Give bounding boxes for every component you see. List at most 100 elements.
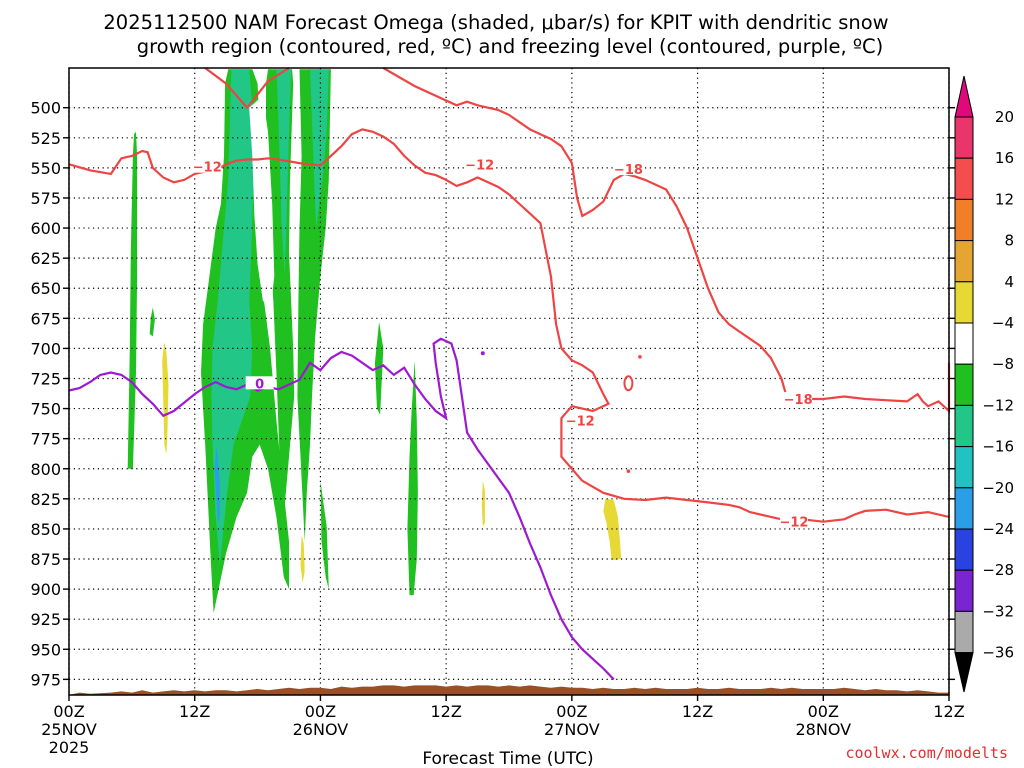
y-tick-label: 500: [30, 99, 61, 118]
y-tick-label: 875: [30, 550, 61, 569]
y-tick-label: 900: [30, 580, 61, 599]
y-tick-label: 675: [30, 309, 61, 328]
x-tick-label: 12Z: [430, 702, 461, 721]
colorbar-bottom-arrow: [954, 652, 974, 693]
y-tick-label: 550: [30, 159, 61, 178]
x-tick-year: 2025: [49, 738, 90, 757]
freezing-level-contour: [68, 337, 615, 681]
colorbar-swatch: [954, 569, 974, 612]
y-tick-label: 575: [30, 189, 61, 208]
contour-label-bg: [614, 162, 643, 176]
y-tick-label: 650: [30, 279, 61, 298]
colorbar-label: 4: [1004, 273, 1014, 291]
colorbar-swatch: [954, 322, 974, 365]
colorbar-swatch: [954, 240, 974, 283]
colorbar-label: −36: [982, 644, 1014, 662]
contour-label: −12: [779, 516, 808, 531]
colorbar-label: −4: [992, 314, 1014, 332]
colorbar-swatch: [954, 281, 974, 324]
y-tick-label: 950: [30, 640, 61, 659]
colorbar-top-arrow: [954, 75, 974, 118]
colorbar-label: 16: [995, 149, 1014, 167]
omega-region-blue: [214, 444, 220, 523]
colorbar-label: −28: [982, 561, 1014, 579]
omega-region-green: [149, 307, 155, 337]
omega-region-teal: [211, 69, 254, 565]
y-tick-label: 750: [30, 400, 61, 419]
colorbar-swatch: [954, 157, 974, 200]
y-tick-label: 600: [30, 219, 61, 238]
x-tick-label: 00Z: [305, 702, 336, 721]
x-axis-label: Forecast Time (UTC): [422, 749, 593, 768]
dgz-contour-minus18: [382, 67, 951, 414]
omega-region-yellow: [162, 342, 169, 455]
y-tick-label: 625: [30, 249, 61, 268]
omega-region-yellow: [481, 480, 485, 527]
x-tick-date: 27NOV: [544, 720, 600, 739]
omega-region-green: [407, 360, 418, 596]
dgz-dot: [626, 469, 631, 473]
y-axis-ticks: 500 525 550 575 600 625 650 675 700 725 750 775 800 8…: [30, 99, 955, 689]
contour-label: −12: [193, 161, 222, 176]
dgz-contour-upper-segment: [204, 67, 290, 110]
x-tick-label: 00Z: [808, 702, 839, 721]
contour-label-bg: [245, 376, 274, 390]
omega-shading: [127, 69, 622, 614]
colorbar-label: −8: [992, 355, 1014, 373]
x-tick-label: 00Z: [556, 702, 587, 721]
y-tick-label: 525: [30, 129, 61, 148]
x-tick-date: 26NOV: [293, 720, 349, 739]
y-tick-label: 725: [30, 369, 61, 388]
colorbar-label: 20: [995, 108, 1014, 126]
colorbar-swatch: [954, 404, 974, 448]
colorbar: 20 16 12 8 4 −4 −8 −12 −16 −20 −24 −28 −32 −36: [954, 75, 1014, 693]
dgz-small-loop: [623, 375, 634, 392]
contour-label: −12: [465, 158, 494, 173]
contour-label-bg: [566, 413, 595, 427]
colorbar-label: −32: [982, 602, 1014, 620]
contour-label-bg: [465, 157, 494, 171]
omega-region-white: [249, 95, 275, 313]
omega-region-teal: [310, 69, 329, 229]
terrain: [69, 685, 949, 695]
omega-region-teal: [276, 69, 292, 277]
chart-title-line1: 2025112500 NAM Forecast Omega (shaded, μ…: [103, 11, 888, 34]
chart-title-line2: growth region (contoured, red, ºC) and f…: [137, 35, 884, 58]
colorbar-label: −12: [982, 396, 1014, 414]
colorbar-label: −16: [982, 438, 1014, 456]
omega-region-green: [297, 69, 331, 541]
colorbar-swatch: [954, 528, 974, 571]
y-tick-label: 800: [30, 460, 61, 479]
colorbar-swatch: [954, 363, 974, 406]
x-tick-date: 28NOV: [795, 720, 851, 739]
freezing-dot: [480, 351, 485, 356]
colorbar-label: 8: [1004, 232, 1014, 250]
contours: −12 −12 −18 −12 −18 −12 0: [68, 67, 951, 681]
colorbar-label: 12: [995, 190, 1014, 208]
y-tick-label: 975: [30, 670, 61, 689]
contour-label: −18: [784, 393, 813, 408]
y-tick-label: 775: [30, 430, 61, 449]
y-tick-label: 700: [30, 339, 61, 358]
y-tick-label: 925: [30, 610, 61, 629]
contour-label: −12: [566, 415, 595, 430]
y-tick-label: 825: [30, 490, 61, 509]
x-tick-label: 12Z: [179, 702, 210, 721]
contour-label-bg: [193, 159, 222, 173]
x-tick-label: 12Z: [933, 702, 964, 721]
plot-frame: [68, 67, 950, 696]
contour-label: 0: [255, 377, 264, 392]
colorbar-swatch: [954, 116, 974, 159]
omega-region-yellow: [300, 534, 305, 584]
colorbar-label: −24: [982, 520, 1014, 538]
colorbar-swatch: [954, 610, 974, 654]
dgz-dot: [638, 355, 642, 359]
colorbar-swatch: [954, 198, 974, 242]
terrain-surface: [69, 685, 949, 695]
x-tick-label: 12Z: [682, 702, 713, 721]
y-tick-label: 850: [30, 520, 61, 539]
credit-text: coolwx.com/modelts: [845, 744, 1008, 762]
x-tick-date: 25NOV: [41, 720, 97, 739]
